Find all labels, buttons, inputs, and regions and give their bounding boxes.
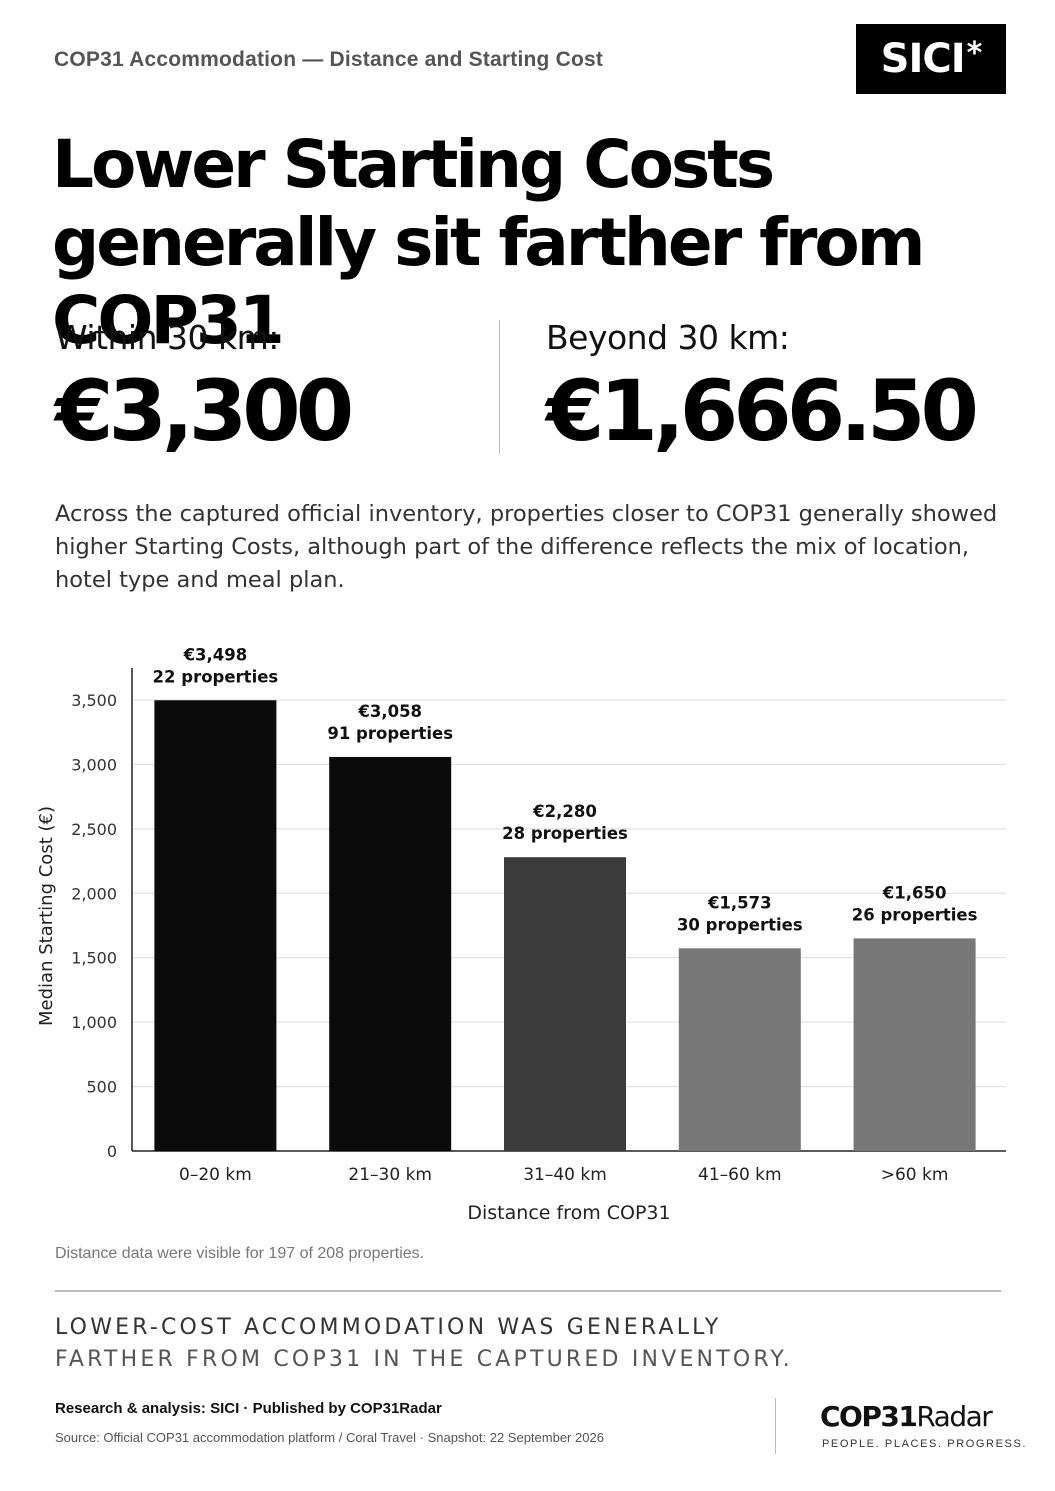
stat-beyond-value: €1,666.50 (546, 362, 979, 460)
credit-line: Research & analysis: SICI · Published by… (55, 1400, 442, 1417)
bar-value-label: €1,573 (707, 893, 772, 912)
brand-asterisk: * (966, 35, 983, 71)
y-tick-label: 2,000 (71, 884, 117, 903)
stat-beyond-label: Beyond 30 km: (546, 318, 790, 357)
y-tick-label: 3,500 (71, 691, 117, 710)
brand-name: SICI (880, 36, 966, 82)
bar-count-label: 28 properties (502, 824, 628, 843)
bar-count-label: 22 properties (153, 667, 279, 686)
conclusion-line2: FARTHER FROM COP31 IN THE CAPTURED INVEN… (55, 1347, 793, 1372)
x-tick-label: 41–60 km (698, 1165, 782, 1185)
cop31radar-logo: COP31Radar (820, 1400, 993, 1433)
bar-count-label: 26 properties (852, 905, 978, 924)
bar (678, 948, 801, 1151)
x-axis-title: Distance from COP31 (467, 1202, 670, 1224)
stat-divider (499, 320, 500, 454)
conclusion: LOWER-COST ACCOMMODATION WAS GENERALLY F… (55, 1312, 793, 1376)
kicker: COP31 Accommodation — Distance and Start… (54, 48, 604, 71)
bar (853, 938, 976, 1151)
headline-line1: Lower Starting Costs (52, 126, 775, 203)
bar-count-label: 91 properties (327, 724, 453, 743)
stat-within-value: €3,300 (55, 362, 354, 460)
intro-paragraph: Across the captured official inventory, … (55, 501, 998, 593)
bar-value-label: €3,058 (357, 702, 422, 721)
x-tick-label: >60 km (881, 1165, 949, 1185)
bar-value-label: €3,498 (183, 645, 248, 664)
divider-rule (55, 1290, 1001, 1292)
bar-value-label: €2,280 (532, 802, 597, 821)
conclusion-line1: LOWER-COST ACCOMMODATION WAS GENERALLY (55, 1315, 722, 1340)
logo-tagline: PEOPLE. PLACES. PROGRESS. (822, 1438, 1028, 1450)
headline-line2: generally sit farther from COP31 (52, 204, 926, 359)
y-tick-label: 0 (107, 1142, 117, 1161)
y-tick-label: 1,000 (71, 1013, 117, 1032)
bar (154, 700, 277, 1151)
y-tick-label: 2,500 (71, 820, 117, 839)
bar-value-label: €1,650 (882, 883, 947, 902)
sici-logo: SICI * (856, 24, 1006, 94)
footnote: Distance data were visible for 197 of 20… (55, 1245, 425, 1262)
bar (329, 756, 452, 1151)
footer-divider (775, 1398, 776, 1454)
bar (504, 857, 626, 1151)
source-line: Source: Official COP31 accommodation pla… (55, 1430, 604, 1445)
logo-bold-part: COP31 (820, 1400, 918, 1433)
y-tick-label: 3,000 (71, 755, 117, 774)
x-tick-label: 21–30 km (348, 1165, 432, 1185)
y-axis-title: Median Starting Cost (€) (36, 806, 57, 1026)
y-tick-label: 500 (86, 1078, 117, 1097)
x-tick-label: 31–40 km (523, 1165, 607, 1185)
headline: Lower Starting Costs generally sit farth… (52, 126, 1022, 360)
stat-within-label: Within 30 km: (55, 318, 279, 357)
bar-chart: 0 500 1,000 1,500 2,000 2,500 3,000 3,500 €3,498… (36, 645, 1006, 1224)
stat-beyond: Beyond 30 km: €1,666.50 (546, 318, 979, 460)
y-tick-label: 1,500 (71, 949, 117, 968)
stat-within: Within 30 km: €3,300 (55, 318, 354, 460)
bar-count-label: 30 properties (677, 915, 803, 934)
logo-light-part: Radar (916, 1400, 992, 1433)
x-tick-label: 0–20 km (179, 1165, 252, 1185)
